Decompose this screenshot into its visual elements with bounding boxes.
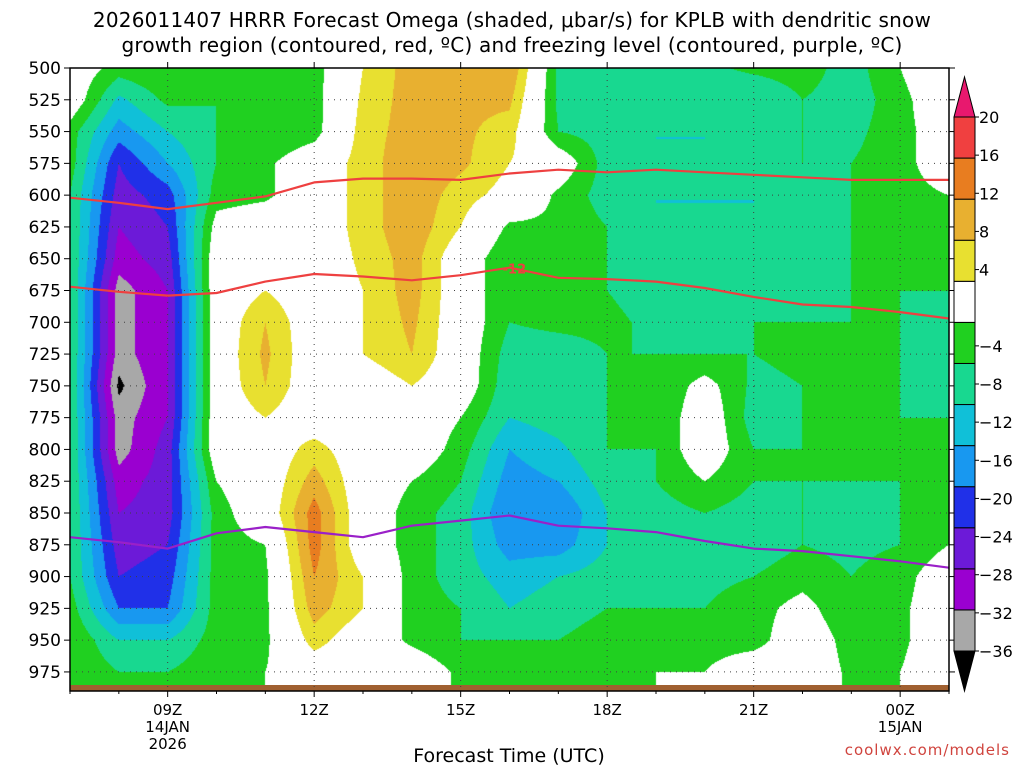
colorbar-bin <box>953 609 976 652</box>
y-tick-label: 800 <box>29 440 61 460</box>
credit-text: coolwx.com/models <box>844 741 1010 759</box>
y-tick-label: 775 <box>29 409 61 429</box>
y-tick-label: 925 <box>29 599 61 619</box>
y-tick-label: 750 <box>29 377 61 397</box>
colorbar-bin <box>953 404 976 447</box>
colorbar-bin <box>953 362 976 406</box>
colorbar-bin <box>953 157 976 200</box>
colorbar-bin <box>953 280 976 323</box>
colorbar-tick-label: 20 <box>979 108 999 127</box>
x-tick-label: 21Z <box>739 701 768 719</box>
colorbar-tick-label: −20 <box>979 489 1013 508</box>
terrain-strip <box>70 685 949 691</box>
x-tick-label: 18Z <box>592 701 621 719</box>
colorbar-arrow-low <box>953 650 976 693</box>
x-tick-label: 15Z <box>446 701 475 719</box>
colorbar-bin <box>953 239 976 282</box>
colorbar-tick-label: 4 <box>979 261 989 280</box>
x-tick-label: 2026 <box>149 735 187 753</box>
colorbar-tick-label: −28 <box>979 566 1013 585</box>
colorbar-tick-label: −8 <box>979 375 1003 394</box>
y-tick-label: 500 <box>29 59 61 79</box>
dgz-contour-bottom <box>70 266 949 320</box>
colorbar-tick-label: −32 <box>979 604 1013 623</box>
y-tick-label: 550 <box>29 123 61 143</box>
y-tick-label: 900 <box>29 568 61 588</box>
colorbar-arrow-high <box>953 75 976 118</box>
dgz-contour-label: -12 <box>503 263 527 278</box>
x-tick-label: 14JAN <box>145 718 190 736</box>
y-tick-label: 875 <box>29 536 61 556</box>
colorbar-bin <box>953 198 976 241</box>
colorbar-tick-label: −36 <box>979 642 1013 661</box>
y-tick-label: 950 <box>29 631 61 651</box>
x-tick-label: 15JAN <box>878 718 923 736</box>
colorbar-bin <box>953 321 976 364</box>
x-axis-label: Forecast Time (UTC) <box>413 745 605 767</box>
y-tick-label: 600 <box>29 186 61 206</box>
y-tick-label: 975 <box>29 663 61 683</box>
x-tick-label: 12Z <box>299 701 328 719</box>
colorbar-tick-label: −4 <box>979 337 1003 356</box>
colorbar-tick-label: 8 <box>979 222 989 241</box>
dgz-contour-top <box>70 168 949 211</box>
colorbar-bin <box>953 527 976 570</box>
colorbar-tick-label: −24 <box>979 528 1013 547</box>
omega-shading <box>70 68 949 691</box>
y-tick-label: 650 <box>29 250 61 270</box>
y-tick-label: 825 <box>29 472 61 492</box>
y-tick-label: 625 <box>29 218 61 238</box>
y-tick-label: 525 <box>29 91 61 111</box>
chart-title-line1: 2026011407 HRRR Forecast Omega (shaded, … <box>92 8 932 32</box>
y-tick-label: 675 <box>29 282 61 302</box>
colorbar-tick-label: 16 <box>979 146 999 165</box>
y-tick-label: 725 <box>29 345 61 365</box>
y-tick-label: 850 <box>29 504 61 524</box>
colorbar-bin <box>953 445 976 488</box>
freezing-level-contour <box>70 514 949 569</box>
chart-title-line2: growth region (contoured, red, ºC) and f… <box>121 33 903 57</box>
colorbar-tick-label: −12 <box>979 413 1013 432</box>
colorbar-bin <box>953 568 976 611</box>
y-tick-label: 575 <box>29 154 61 174</box>
x-tick-label: 09Z <box>153 701 182 719</box>
colorbar-bin <box>953 116 976 159</box>
colorbar-tick-label: 12 <box>979 184 999 203</box>
colorbar-bin <box>953 486 976 529</box>
colorbar-tick-label: −16 <box>979 451 1013 470</box>
x-tick-label: 00Z <box>885 701 914 719</box>
y-tick-label: 700 <box>29 313 61 333</box>
